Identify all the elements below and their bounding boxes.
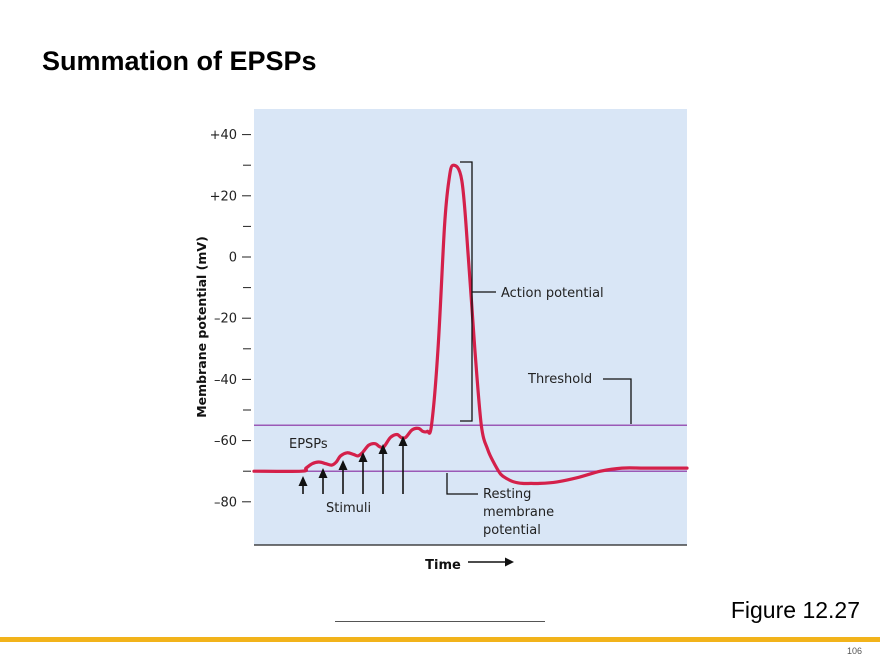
y-tick-label: –80 <box>214 495 237 510</box>
y-tick-label: –40 <box>214 373 237 388</box>
x-axis-label: Time <box>425 558 461 573</box>
time-arrow <box>468 557 514 567</box>
y-axis-label: Membrane potential (mV) <box>194 236 209 418</box>
stimuli-label: Stimuli <box>326 501 371 516</box>
y-tick-label: 0 <box>229 251 237 266</box>
y-axis-ticks: +40 +20 0 –20 –40 –60 –80 <box>210 128 251 510</box>
resting-label-line-3: potential <box>483 523 541 538</box>
y-tick-label: –60 <box>214 434 237 449</box>
membrane-potential-trace <box>252 163 689 486</box>
threshold-leader <box>603 378 632 424</box>
action-potential-bracket <box>460 161 496 422</box>
y-tick-label: –20 <box>214 312 237 327</box>
footer-accent-bar <box>0 637 880 642</box>
stimulus-arrow <box>358 452 368 494</box>
resting-leader <box>446 473 478 495</box>
y-tick-label: +20 <box>210 189 237 204</box>
plot-area <box>254 109 687 545</box>
epsps-label: EPSPs <box>289 437 328 452</box>
action-potential-label: Action potential <box>501 286 604 301</box>
threshold-label: Threshold <box>527 372 592 387</box>
stimulus-arrow <box>338 460 348 494</box>
stimulus-arrow <box>298 476 308 494</box>
resting-label-line-1: Resting <box>483 487 531 502</box>
footer-divider <box>335 621 545 622</box>
slide-title: Summation of EPSPs <box>42 46 317 76</box>
y-tick-label: +40 <box>210 128 237 143</box>
stimulus-arrow <box>378 444 388 494</box>
figure-label: Figure 12.27 <box>730 597 860 623</box>
resting-label-line-2: membrane <box>483 505 554 520</box>
stimulus-arrow <box>318 468 328 494</box>
page-number: 106 <box>846 646 862 656</box>
stimuli-arrows <box>298 436 408 494</box>
stimulus-arrow <box>398 436 408 494</box>
